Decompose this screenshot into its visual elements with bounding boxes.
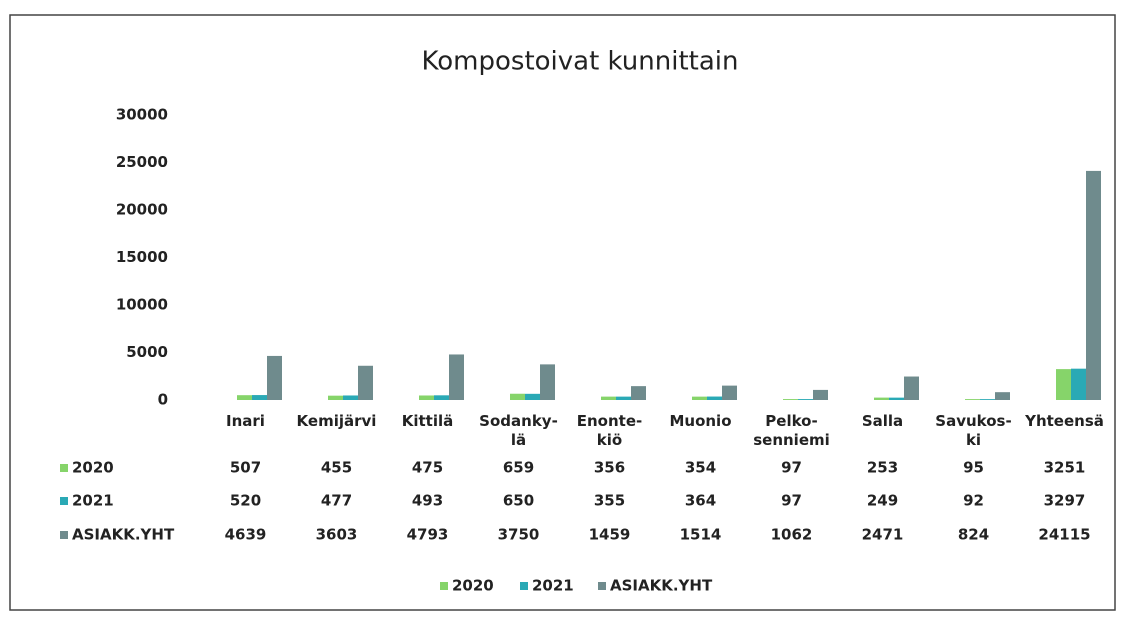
y-tick-label: 30000 — [116, 106, 168, 124]
table-cell: 659 — [503, 459, 534, 477]
bar — [510, 393, 525, 400]
bar — [798, 399, 813, 400]
chart-frame — [9, 14, 1116, 611]
y-tick-label: 10000 — [116, 296, 168, 314]
bar — [434, 395, 449, 400]
bar — [813, 389, 828, 400]
bar — [616, 396, 631, 400]
bar — [419, 395, 434, 400]
bar — [889, 397, 904, 400]
bar — [328, 395, 343, 400]
table-cell: 4793 — [407, 526, 449, 544]
table-cell: 520 — [230, 492, 261, 510]
legend-key — [598, 582, 606, 590]
table-cell: 3297 — [1044, 492, 1086, 510]
y-tick-label: 25000 — [116, 153, 168, 171]
table-cell: 364 — [685, 492, 716, 510]
x-tick-label: Yhteensä — [1025, 412, 1104, 430]
x-tick-label: Muonio — [669, 412, 732, 430]
legend-key — [60, 497, 68, 505]
table-cell: 493 — [412, 492, 443, 510]
table-cell: 1514 — [680, 526, 722, 544]
x-tick-label: Kemijärvi — [296, 412, 377, 430]
x-tick-label: Enonte- kiö — [576, 412, 643, 449]
table-cell: 354 — [685, 459, 716, 477]
table-cell: 4639 — [225, 526, 267, 544]
table-row-label: 2020 — [72, 459, 114, 477]
x-tick-label: Sodanky- lä — [479, 412, 558, 449]
legend-key — [440, 582, 448, 590]
table-row-label: ASIAKK.YHT — [72, 526, 175, 544]
bar — [1086, 170, 1101, 400]
table-cell: 355 — [594, 492, 625, 510]
bar — [1071, 368, 1086, 400]
y-tick-label: 0 — [158, 391, 168, 409]
bar — [449, 354, 464, 400]
bar — [358, 365, 373, 400]
bar — [601, 396, 616, 400]
table-cell: 1459 — [589, 526, 631, 544]
bar — [722, 385, 737, 400]
bar — [783, 399, 798, 400]
bar — [237, 395, 252, 400]
chart-title: Kompostoivat kunnittain — [422, 47, 739, 77]
bar — [692, 396, 707, 400]
y-tick-label: 20000 — [116, 201, 168, 219]
bar — [874, 397, 889, 400]
legend-label: 2021 — [532, 577, 574, 595]
bar — [343, 395, 358, 400]
legend-key — [60, 531, 68, 539]
table-cell: 95 — [963, 459, 984, 477]
table-cell: 1062 — [771, 526, 813, 544]
table-cell: 455 — [321, 459, 352, 477]
table-cell: 477 — [321, 492, 352, 510]
bar — [707, 396, 722, 400]
x-tick-label: Inari — [226, 412, 265, 430]
table-cell: 2471 — [862, 526, 904, 544]
table-cell: 249 — [867, 492, 898, 510]
table-row-label: 2021 — [72, 492, 114, 510]
table-cell: 97 — [781, 459, 802, 477]
bar — [995, 392, 1010, 400]
bar — [965, 399, 980, 400]
x-tick-label: Pelko- senniemi — [753, 412, 830, 449]
bar — [1056, 369, 1071, 400]
x-tick-label: Salla — [861, 412, 904, 430]
bar — [980, 399, 995, 400]
table-cell: 475 — [412, 459, 443, 477]
bar — [631, 386, 646, 400]
y-tick-label: 15000 — [116, 248, 168, 266]
legend-label: 2020 — [452, 577, 494, 595]
legend-key — [60, 464, 68, 472]
bar — [252, 395, 267, 400]
table-cell: 97 — [781, 492, 802, 510]
table-cell: 3603 — [316, 526, 358, 544]
table-cell: 3750 — [498, 526, 540, 544]
bar — [904, 376, 919, 400]
table-cell: 253 — [867, 459, 898, 477]
table-cell: 92 — [963, 492, 984, 510]
legend-key — [520, 582, 528, 590]
table-cell: 356 — [594, 459, 625, 477]
bar — [267, 355, 282, 400]
table-cell: 824 — [958, 526, 989, 544]
x-tick-label: Savukos- ki — [935, 412, 1012, 449]
table-cell: 24115 — [1038, 526, 1090, 544]
legend-label: ASIAKK.YHT — [610, 577, 713, 595]
x-tick-label: Kittilä — [401, 412, 454, 430]
y-tick-label: 5000 — [126, 343, 168, 361]
bar — [540, 364, 555, 400]
table-cell: 507 — [230, 459, 261, 477]
bar — [525, 393, 540, 400]
table-cell: 650 — [503, 492, 534, 510]
table-cell: 3251 — [1044, 459, 1086, 477]
